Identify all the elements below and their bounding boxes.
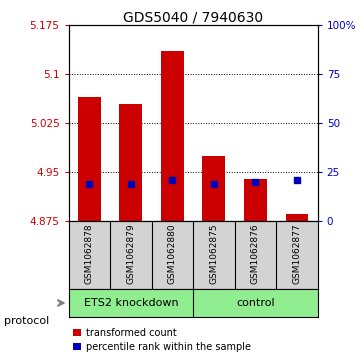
Text: control: control <box>236 298 275 308</box>
Bar <box>203 156 225 221</box>
Text: GSM1062879: GSM1062879 <box>126 223 135 284</box>
Bar <box>119 103 142 221</box>
Text: GSM1062876: GSM1062876 <box>251 223 260 284</box>
Text: GSM1062878: GSM1062878 <box>85 223 94 284</box>
Text: GSM1062875: GSM1062875 <box>209 223 218 284</box>
Bar <box>78 97 101 221</box>
Title: GDS5040 / 7940630: GDS5040 / 7940630 <box>123 10 263 24</box>
Text: protocol: protocol <box>4 316 49 326</box>
Text: GSM1062880: GSM1062880 <box>168 223 177 284</box>
Text: ETS2 knockdown: ETS2 knockdown <box>83 298 178 308</box>
Legend: transformed count, percentile rank within the sample: transformed count, percentile rank withi… <box>73 328 251 352</box>
Bar <box>244 179 267 221</box>
Bar <box>161 52 184 221</box>
Text: GSM1062877: GSM1062877 <box>292 223 301 284</box>
Bar <box>286 215 308 221</box>
